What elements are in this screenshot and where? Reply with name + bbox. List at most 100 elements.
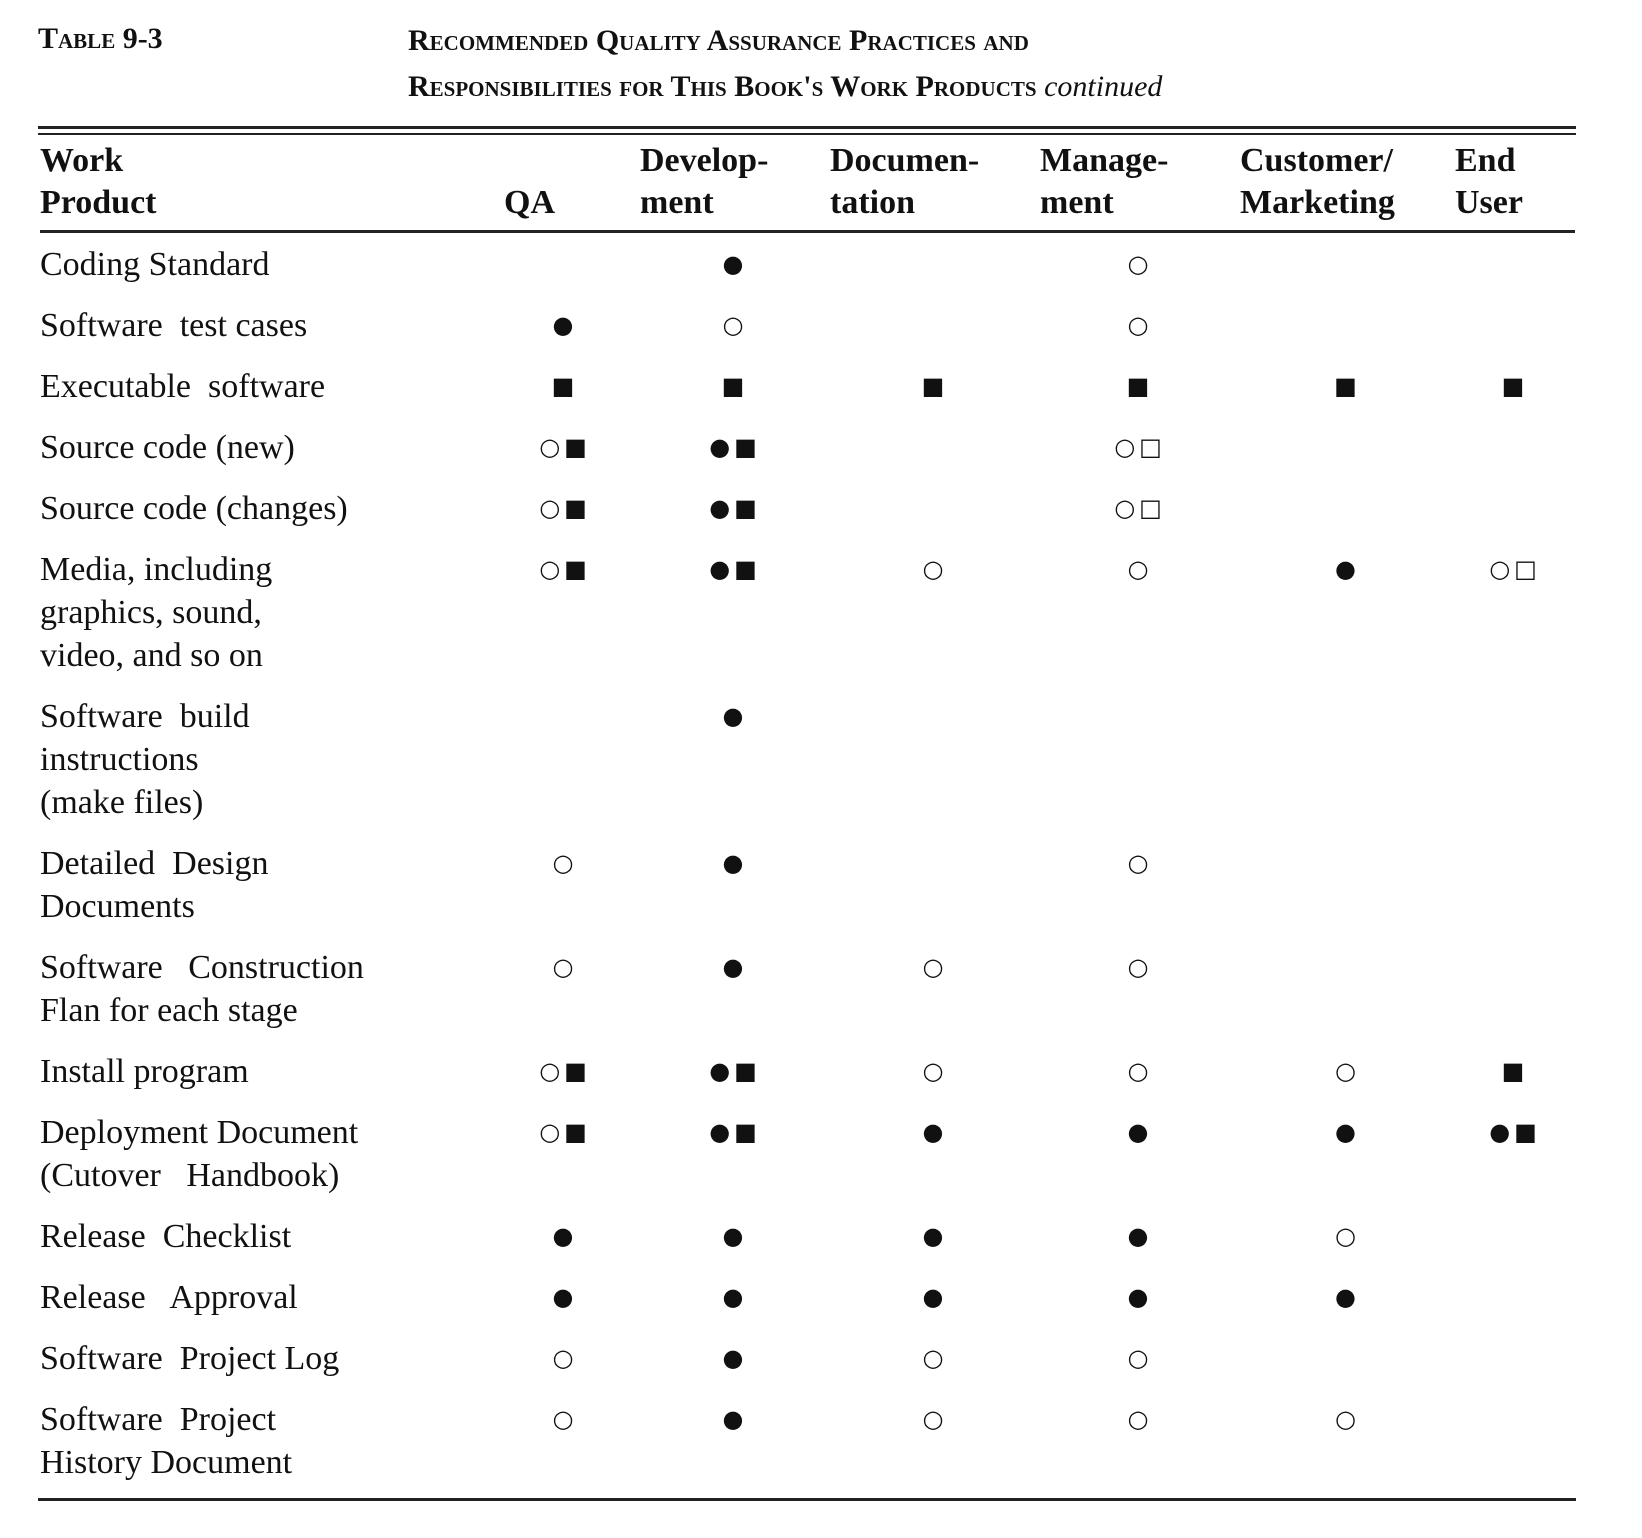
rule: [38, 126, 1576, 129]
work-product: Release Approval: [40, 1279, 298, 1316]
table-row: Release Approval ● ● ● ● ●: [40, 1266, 1575, 1327]
responsibility-marks: ○■: [539, 1118, 591, 1146]
responsibility-marks: ●: [722, 250, 748, 278]
responsibility-marks: ■: [1501, 1057, 1529, 1085]
table-title: Recommended Quality Assurance Practices …: [408, 24, 1029, 57]
work-product: Executable software: [40, 368, 326, 405]
empty-cell: [1455, 685, 1575, 832]
responsibility-marks: ●: [722, 1344, 748, 1372]
responsibility-marks: ○: [1127, 1405, 1153, 1433]
empty-cell: [830, 416, 1040, 477]
work-product: Coding Standard: [40, 246, 270, 283]
empty-cell: [830, 294, 1040, 355]
table-row: Software build instructions (make files)…: [40, 685, 1575, 832]
responsibility-marks: ●■: [709, 555, 761, 583]
responsibility-marks: ○: [1335, 1057, 1360, 1085]
responsibility-marks: ○: [1127, 849, 1153, 877]
responsibility-marks: ○: [922, 1405, 948, 1433]
responsibility-marks: ○: [552, 1405, 578, 1433]
responsibility-marks: ●: [722, 1283, 748, 1311]
work-product: Software Project History Document: [40, 1401, 293, 1481]
responsibility-marks: ■: [1334, 372, 1361, 400]
responsibility-marks: ○: [1127, 555, 1153, 583]
work-product: Software Construction Flan for each stag…: [40, 949, 364, 1029]
responsibility-marks: ●■: [1489, 1118, 1541, 1146]
responsibility-marks: ●: [1127, 1222, 1153, 1250]
empty-cell: [830, 232, 1040, 295]
empty-cell: [830, 685, 1040, 832]
table-row: Software Project Log ○ ● ○ ○: [40, 1327, 1575, 1388]
responsibility-marks: ○: [552, 953, 578, 981]
responsibility-marks: ●: [922, 1222, 948, 1250]
responsibility-marks: ●■: [709, 433, 761, 461]
table-label: Table 9-3: [38, 22, 163, 55]
table-row: Release Checklist ● ● ● ● ○: [40, 1205, 1575, 1266]
table-row: Deployment Document (Cutover Handbook) ○■…: [40, 1101, 1575, 1205]
header-row: Work Product QA Develop- ment Documen- tati…: [40, 140, 1575, 233]
work-product: Source code (new): [40, 429, 295, 466]
table-title: Responsibilities for This Book's Work Pr…: [408, 70, 1037, 103]
responsibility-marks: ○: [922, 1344, 948, 1372]
responsibility-marks: ○: [1335, 1222, 1360, 1250]
column-header: Customer/ Marketing: [1240, 140, 1455, 233]
empty-cell: [1455, 477, 1575, 538]
table-title: Responsibilities for This Book's Work Pr…: [408, 70, 1162, 104]
responsibility-marks: ○■: [539, 494, 591, 522]
responsibility-marks: ■: [921, 372, 949, 400]
empty-cell: [1240, 232, 1455, 295]
responsibility-marks: ○: [552, 1344, 578, 1372]
empty-cell: [1455, 232, 1575, 295]
empty-cell: [1455, 294, 1575, 355]
table-row: Install program ○■ ●■ ○ ○ ○ ■: [40, 1040, 1575, 1101]
responsibility-marks: ○: [1127, 311, 1153, 339]
responsibility-marks: ■: [1126, 372, 1154, 400]
work-product: Media, including graphics, sound, video,…: [40, 551, 273, 674]
work-product: Source code (changes): [40, 490, 348, 527]
work-product: Release Checklist: [40, 1218, 292, 1255]
responsibility-marks: ●: [722, 702, 748, 730]
responsibility-marks: ○: [1127, 953, 1153, 981]
responsibility-marks: ■: [721, 372, 749, 400]
responsibility-marks: ■: [551, 372, 579, 400]
work-product: Software Project Log: [40, 1340, 340, 1377]
responsibility-marks: ○: [922, 953, 948, 981]
table-row: Source code (changes) ○■ ●■ ○□: [40, 477, 1575, 538]
title-note: continued: [1044, 70, 1163, 103]
responsibility-marks: ●: [722, 849, 748, 877]
table-body: Coding Standard ● ○ Software test cases ● ○ ○ E…: [40, 232, 1575, 1493]
responsibility-marks: ○■: [539, 1057, 591, 1085]
empty-cell: [1040, 685, 1240, 832]
responsibility-marks: ●: [552, 311, 578, 339]
responsibility-marks: ○■: [539, 555, 591, 583]
column-header: Develop- ment: [640, 140, 830, 233]
column-header: QA: [490, 140, 640, 233]
responsibility-marks: ●: [922, 1283, 948, 1311]
responsibility-marks: ●: [1127, 1118, 1153, 1146]
table-row: Software Project History Document ○ ● ○ ○ ○: [40, 1388, 1575, 1492]
empty-cell: [1240, 685, 1455, 832]
empty-cell: [1455, 1266, 1575, 1327]
empty-cell: [1240, 1327, 1455, 1388]
table-row: Executable software ■ ■ ■ ■ ■ ■: [40, 355, 1575, 416]
responsibility-marks: ■: [1501, 372, 1529, 400]
rule: [38, 1498, 1576, 1501]
responsibility-marks: ○□: [1114, 433, 1166, 461]
responsibility-marks: ●■: [709, 494, 761, 522]
work-product: Software build instructions (make files): [40, 698, 250, 821]
responsibility-marks: ○: [922, 1057, 948, 1085]
empty-cell: [1240, 416, 1455, 477]
empty-cell: [830, 832, 1040, 936]
work-product: Deployment Document (Cutover Handbook): [40, 1114, 359, 1194]
responsibility-marks: ○: [1127, 250, 1153, 278]
empty-cell: [1240, 477, 1455, 538]
empty-cell: [1240, 294, 1455, 355]
empty-cell: [1455, 832, 1575, 936]
table-row: Software Construction Flan for each stag…: [40, 936, 1575, 1040]
responsibility-marks: ●: [552, 1283, 578, 1311]
responsibility-marks: ○: [722, 311, 748, 339]
responsibility-marks: ●: [1335, 1283, 1360, 1311]
responsibility-marks: ○: [922, 555, 948, 583]
table-row: Source code (new) ○■ ●■ ○□: [40, 416, 1575, 477]
empty-cell: [1240, 832, 1455, 936]
column-header: Work Product: [40, 140, 490, 233]
